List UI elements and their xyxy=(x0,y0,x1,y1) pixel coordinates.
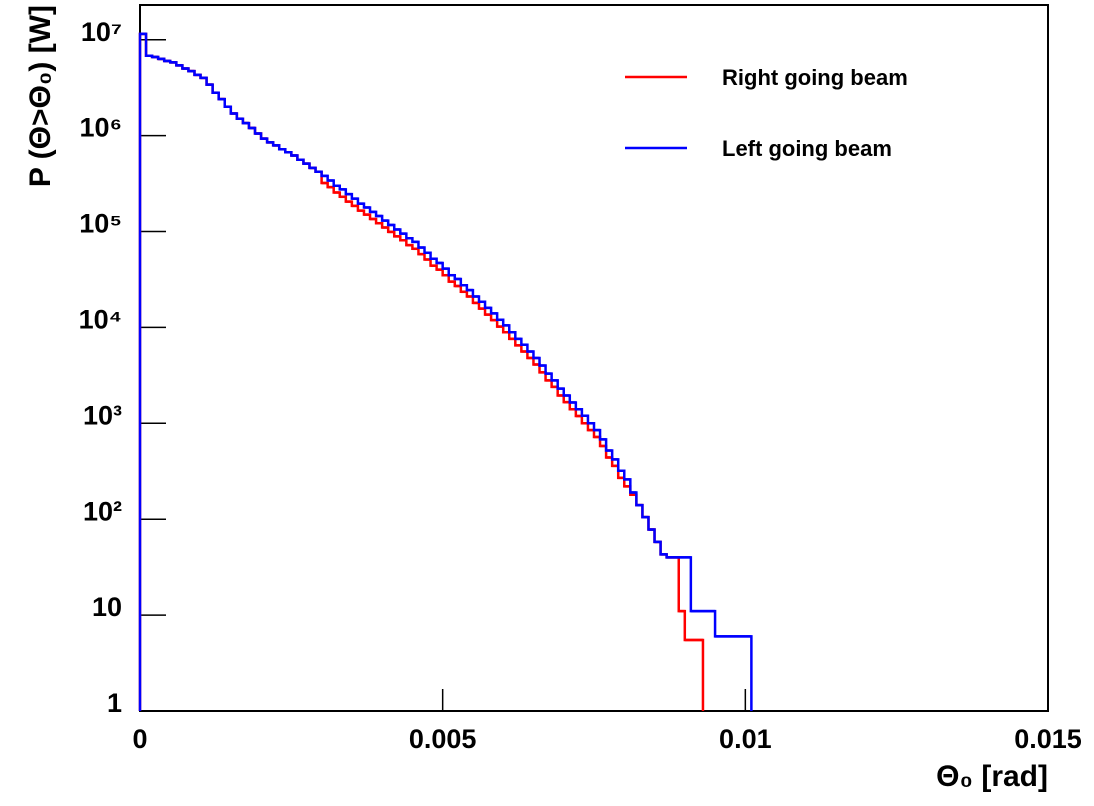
x-axis-title: Θ₀ [rad] xyxy=(936,760,1048,793)
y-tick-label: 10⁵ xyxy=(79,209,122,239)
y-tick-label: 10⁶ xyxy=(80,113,122,143)
x-tick-label: 0 xyxy=(132,724,147,754)
y-tick-label: 10³ xyxy=(83,400,122,430)
x-tick-label: 0.01 xyxy=(719,724,772,754)
x-tick-label: 0.015 xyxy=(1014,724,1082,754)
step-outline xyxy=(138,32,705,711)
y-tick-label: 1 xyxy=(107,688,122,718)
x-tick-label: 0.005 xyxy=(409,724,477,754)
y-tick-label: 10⁷ xyxy=(81,17,122,47)
legend-label: Right going beam xyxy=(722,65,908,90)
step-outline xyxy=(138,32,753,711)
plot-frame xyxy=(139,4,1049,712)
y-axis-title: P (Θ>Θ₀) [W] xyxy=(24,5,57,187)
y-tick-label: 10 xyxy=(92,592,122,622)
y-tick-label: 10² xyxy=(83,496,122,526)
y-tick-label: 10⁴ xyxy=(79,305,122,335)
legend-label: Left going beam xyxy=(722,136,892,161)
